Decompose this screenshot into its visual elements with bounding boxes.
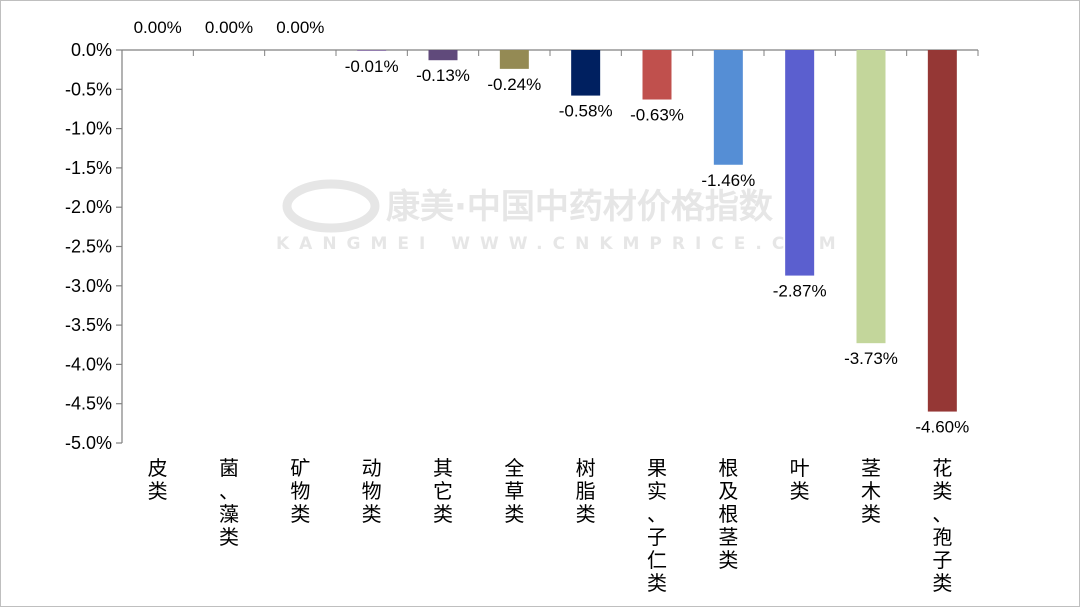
y-tick-label: -1.5% [65,158,112,178]
x-category-label: 叶类 [790,456,810,503]
x-category-label: 茎木类 [861,456,881,526]
x-category-label: 树脂类 [576,456,596,526]
x-category-label: 花类、孢子类 [932,456,952,595]
y-tick-label: -3.5% [65,315,112,335]
x-category-label: 根及根茎类 [718,456,738,572]
bar [642,50,672,100]
y-tick-label: -3.0% [65,276,112,296]
watermark-latin: KANGMEI WWW.CNKMPRICE.COM [276,234,846,254]
bar [428,50,458,61]
bar-data-label: 0.00% [205,18,253,37]
bar-data-label: -0.63% [630,106,684,125]
watermark: 康美·中国中药材价格指数 KANGMEI WWW.CNKMPRICE.COM [276,179,846,254]
x-category-label: 全草类 [504,456,524,526]
y-tick-label: -2.0% [65,197,112,217]
bar-data-label: -0.13% [416,66,470,85]
bar-data-label: -0.24% [487,75,541,94]
y-tick-label: -1.0% [65,119,112,139]
bar [713,50,743,165]
bar [856,50,886,344]
bar [927,50,957,412]
y-tick-label: -5.0% [65,433,112,453]
bar [499,50,529,69]
bar-data-label: -2.87% [773,282,827,301]
y-tick-label: -0.5% [65,79,112,99]
x-category-label: 其它类 [433,456,453,526]
bar-data-label: -4.60% [915,418,969,437]
x-category-label: 菌、藻类 [219,456,239,549]
watermark-brand: 康美·中国中药材价格指数 [386,187,773,227]
watermark-logo-icon [282,179,380,233]
bar [571,50,601,96]
x-category-label: 矿物类 [290,456,310,526]
x-category-label: 动物类 [362,456,382,526]
y-tick-label: -4.5% [65,394,112,414]
bar-data-label: -0.01% [345,57,399,76]
y-axis: 0.0% -0.5% -1.0% -1.5% -2.0% -2.5% -3.0% -3.5% -… [65,40,979,453]
bar-series [357,50,957,412]
data-labels: 0.00% 0.00% 0.00%-0.01% -0.13% -0.24%-0.58% -… [134,18,970,437]
bar-data-label: 0.00% [134,18,182,37]
bar-data-label: -3.73% [844,349,898,368]
y-tick-label: -4.0% [65,354,112,374]
x-category-label: 皮类 [148,456,168,503]
bar-data-label: 0.00% [276,18,324,37]
bar [357,50,387,51]
y-tick-label: -2.5% [65,237,112,257]
y-tick-label: 0.0% [71,40,112,60]
bar-data-label: -1.46% [701,171,755,190]
bar [785,50,815,276]
x-category-label: 果实、子仁类 [647,456,667,595]
bar-data-label: -0.58% [559,102,613,121]
x-axis-categories: 皮类 菌、藻类 矿物类 动物类 其它类 全草类 树脂类 果实、子仁类 根及根茎类 叶类 茎木类 花类、… [148,456,953,595]
